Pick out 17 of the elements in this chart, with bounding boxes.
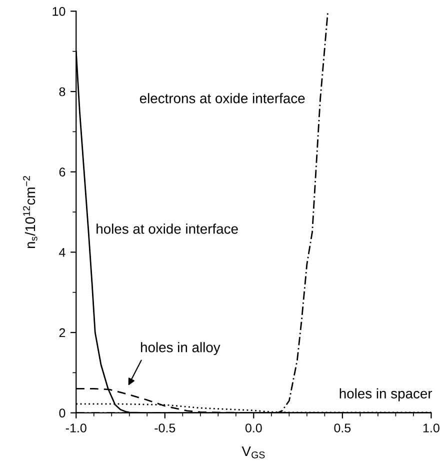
- y-tick-label: 2: [59, 328, 66, 338]
- text: holes in alloy: [141, 342, 220, 356]
- y-tick-label: 4: [59, 248, 66, 257]
- series-label: holes in spacer: [340, 388, 432, 402]
- x-tick-label: 0.5: [334, 424, 351, 432]
- series-label: holes at oxide interface: [96, 224, 238, 234]
- y-tick-label: 8: [59, 87, 66, 96]
- series-label: electrons at oxide interface: [140, 93, 305, 104]
- x-tick-label: -1.0: [66, 424, 86, 432]
- x-tick-label: 1.0: [423, 424, 440, 432]
- y-axis-title: n$_{s}$/10$^{12}$cm$^{−2}$: [23, 176, 38, 248]
- x-tick-label: -0.5: [154, 424, 176, 432]
- y-tick-label: 10: [52, 7, 66, 16]
- x-tick-label: 0.0: [245, 424, 262, 432]
- y-tick-label: 0: [59, 408, 66, 418]
- x-axis-title: V$_{GS}$: [242, 446, 265, 458]
- y-tick-label: 6: [59, 168, 66, 177]
